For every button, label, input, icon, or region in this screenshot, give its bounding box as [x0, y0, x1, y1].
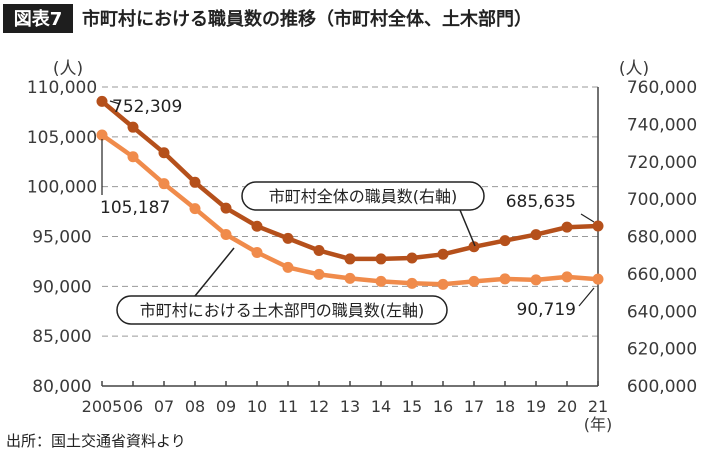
series-point-1: [127, 151, 139, 163]
series-point-1: [530, 274, 542, 286]
data-label: 90,719: [517, 300, 576, 320]
x-tick-label: 19: [526, 397, 546, 416]
x-tick-label: 16: [433, 397, 453, 416]
x-tick-label: 17: [464, 397, 484, 416]
x-tick-label: 20: [557, 397, 577, 416]
figure-badge-text: 図表7: [14, 8, 63, 30]
series-point-1: [282, 261, 294, 273]
series-point-0: [406, 252, 418, 264]
series-point-1: [437, 278, 449, 290]
right-axis-ticks: 600,000 620,000 640,000 660,000 680,000 700,0…: [627, 78, 697, 397]
x-tick-label: 07: [154, 397, 174, 416]
series-point-1: [158, 178, 170, 190]
series-point-1: [344, 272, 356, 284]
series-point-1: [561, 271, 573, 283]
left-tick-label: 90,000: [32, 277, 91, 297]
right-tick-label: 660,000: [627, 265, 697, 285]
series-point-0: [158, 147, 170, 159]
x-tick-label: 14: [371, 397, 391, 416]
left-axis-ticks: 80,000 85,000 90,000 95,000 100,000 105,000 11…: [27, 78, 97, 397]
callout-total-staff: 市町村全体の職員数(右軸): [241, 181, 485, 247]
data-label-leader: [580, 213, 595, 223]
x-tick-label: 08: [185, 397, 205, 416]
series-point-1: [499, 273, 511, 285]
chart-title: 市町村における職員数の推移（市町村全体、土木部門）: [82, 8, 532, 30]
x-tick-label: 06: [123, 397, 143, 416]
right-tick-label: 640,000: [627, 302, 697, 322]
x-tick-label: 18: [495, 397, 515, 416]
x-axis-unit: (年): [584, 415, 613, 434]
left-tick-label: 85,000: [32, 327, 91, 347]
data-labels: 752,309 685,635 105,187 90,719: [100, 97, 595, 320]
callout-civil-staff-box: [116, 295, 448, 325]
right-tick-label: 760,000: [627, 78, 697, 98]
series-point-1: [406, 277, 418, 289]
series-point-1: [375, 275, 387, 287]
x-tick-label: 10: [247, 397, 267, 416]
left-axis-unit: (人): [53, 59, 83, 79]
left-tick-label: 110,000: [27, 78, 97, 98]
x-axis-ticks: 2005 06 07 08 09 10 11 12 13 14 15 16 17 18 19 20 21: [82, 381, 608, 416]
series-line-0: [99, 99, 601, 262]
data-label-leader: [578, 287, 595, 307]
right-tick-label: 700,000: [627, 190, 697, 210]
series-point-0: [468, 241, 480, 253]
x-tick-label: 2005: [82, 397, 123, 416]
series-point-1: [592, 273, 604, 285]
data-label-leader: [109, 100, 121, 105]
x-tick-label: 09: [216, 397, 236, 416]
series-point-0: [344, 253, 356, 265]
data-label: 752,309: [112, 97, 182, 117]
x-tick-label: 15: [402, 397, 422, 416]
grid-lines: [102, 86, 598, 337]
x-tick-label: 21: [588, 397, 608, 416]
series-point-1: [313, 268, 325, 280]
series-point-0: [282, 232, 294, 244]
right-axis-unit: (人): [619, 59, 649, 79]
right-tick-label: 600,000: [627, 377, 697, 397]
series-point-0: [96, 95, 108, 107]
series-point-0: [127, 121, 139, 133]
figure-badge: [3, 4, 73, 33]
series-lines: [96, 95, 604, 290]
data-label: 685,635: [506, 192, 576, 212]
left-tick-label: 105,000: [27, 128, 97, 148]
series-point-1: [96, 129, 108, 141]
right-tick-label: 740,000: [627, 115, 697, 135]
series-point-1: [189, 203, 201, 215]
series-point-0: [561, 221, 573, 233]
callout-total-staff-leader: [459, 209, 476, 247]
callout-civil-staff-text: 市町村における土木部門の職員数(左軸): [140, 301, 425, 320]
callout-civil-staff-leader: [194, 247, 235, 297]
x-tick-label: 12: [309, 397, 329, 416]
left-tick-label: 80,000: [32, 377, 91, 397]
series-point-0: [189, 176, 201, 188]
callout-total-staff-text: 市町村全体の職員数(右軸): [269, 187, 458, 206]
data-label: 105,187: [100, 198, 170, 218]
series-point-0: [251, 220, 263, 232]
callout-total-staff-box: [241, 181, 485, 211]
series-point-0: [313, 245, 325, 257]
series-point-0: [592, 220, 604, 232]
series-point-0: [375, 253, 387, 265]
left-tick-label: 95,000: [32, 228, 91, 248]
series-point-0: [530, 229, 542, 241]
series-point-1: [220, 229, 232, 241]
series-point-0: [499, 235, 511, 247]
left-tick-label: 100,000: [27, 178, 97, 198]
x-tick-label: 13: [340, 397, 360, 416]
right-tick-label: 720,000: [627, 153, 697, 173]
series-point-0: [220, 202, 232, 214]
x-tick-label: 11: [278, 397, 298, 416]
series-point-0: [437, 248, 449, 260]
callout-civil-staff: 市町村における土木部門の職員数(左軸): [116, 247, 448, 325]
series-point-1: [251, 246, 263, 258]
right-tick-label: 680,000: [627, 228, 697, 248]
right-tick-label: 620,000: [627, 340, 697, 360]
series-point-1: [468, 275, 480, 287]
source-note: 出所：国土交通省資料より: [6, 432, 186, 450]
